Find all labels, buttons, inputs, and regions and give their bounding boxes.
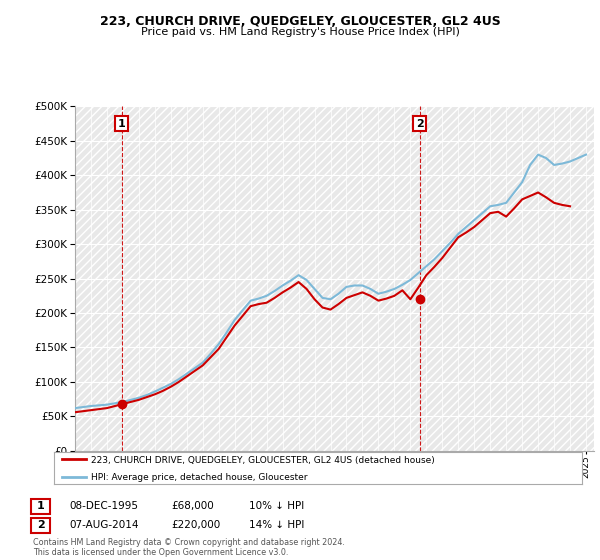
Text: 14% ↓ HPI: 14% ↓ HPI (249, 520, 304, 530)
Text: £68,000: £68,000 (171, 501, 214, 511)
Text: 2: 2 (416, 119, 424, 129)
Text: 223, CHURCH DRIVE, QUEDGELEY, GLOUCESTER, GL2 4US: 223, CHURCH DRIVE, QUEDGELEY, GLOUCESTER… (100, 15, 500, 28)
Text: 1: 1 (118, 119, 125, 129)
Text: 1: 1 (37, 501, 44, 511)
Text: 08-DEC-1995: 08-DEC-1995 (69, 501, 138, 511)
Text: Contains HM Land Registry data © Crown copyright and database right 2024.
This d: Contains HM Land Registry data © Crown c… (33, 538, 345, 557)
Text: £220,000: £220,000 (171, 520, 220, 530)
Text: Price paid vs. HM Land Registry's House Price Index (HPI): Price paid vs. HM Land Registry's House … (140, 27, 460, 37)
Text: 223, CHURCH DRIVE, QUEDGELEY, GLOUCESTER, GL2 4US (detached house): 223, CHURCH DRIVE, QUEDGELEY, GLOUCESTER… (91, 455, 435, 465)
Text: 2: 2 (37, 520, 44, 530)
Text: HPI: Average price, detached house, Gloucester: HPI: Average price, detached house, Glou… (91, 473, 307, 482)
Text: 07-AUG-2014: 07-AUG-2014 (69, 520, 139, 530)
Text: 10% ↓ HPI: 10% ↓ HPI (249, 501, 304, 511)
